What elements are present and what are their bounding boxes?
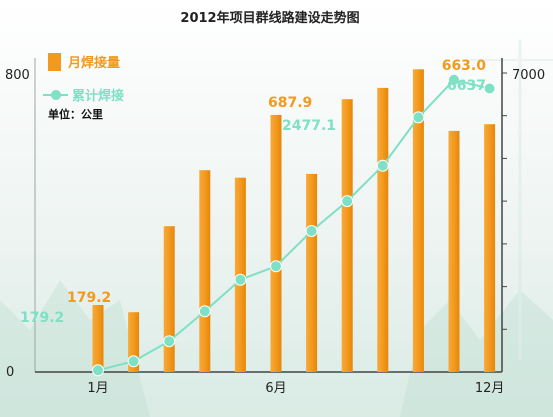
bar-7月 <box>306 173 318 372</box>
line-point-4月 <box>198 305 211 318</box>
cumulative-line <box>97 78 490 372</box>
data-label-cumulative-1月: 179.2 <box>20 310 64 326</box>
bar-4月 <box>199 170 211 372</box>
axis-tick-labels: 800 0 7000 1月 6月 12月 <box>5 68 545 396</box>
x-tick-6月: 6月 <box>265 381 286 396</box>
line-point-8月 <box>341 195 354 208</box>
bar-3月 <box>163 226 175 372</box>
right-tick-7000: 7000 <box>512 68 545 83</box>
bar-1月 <box>92 305 104 372</box>
line-point-1月 <box>92 364 104 377</box>
x-tick-12月: 12月 <box>475 381 505 396</box>
bar-10月 <box>412 69 424 373</box>
bar-12月 <box>484 124 496 372</box>
legend-label-cumulative: 累计焊接 <box>72 88 124 104</box>
data-label-cumulative-6月: 2477.1 <box>282 118 336 134</box>
data-label-cumulative-12月: 6637 <box>447 78 486 94</box>
unit-label: 单位：公里 <box>48 107 103 121</box>
legend-swatch-monthly <box>48 53 61 71</box>
chart-title: 2012年项目群线路建设走势图 <box>180 10 359 26</box>
bar-9月 <box>377 87 389 373</box>
background-silhouette <box>0 40 553 417</box>
bar-2月 <box>128 312 140 372</box>
data-label-monthly-12月: 663.0 <box>442 58 487 74</box>
line-point-2月 <box>127 355 140 368</box>
line-point-11月 <box>448 73 460 86</box>
legend-label-monthly: 月焊接量 <box>67 55 120 71</box>
x-tick-1月: 1月 <box>87 381 108 396</box>
bar-11月 <box>448 130 460 372</box>
data-label-monthly-1月: 179.2 <box>67 290 111 306</box>
left-tick-800: 800 <box>5 68 30 83</box>
line-point-3月 <box>163 335 176 348</box>
legend: 月焊接量 累计焊接 单位：公里 <box>43 53 124 121</box>
data-label-monthly-6月: 687.9 <box>268 95 312 111</box>
line-point-9月 <box>376 159 389 172</box>
left-tick-0: 0 <box>6 365 14 380</box>
bar-6月 <box>270 114 282 373</box>
legend-marker-cumulative <box>51 90 61 100</box>
line-point-7月 <box>305 225 318 237</box>
line-point-6月 <box>270 260 282 273</box>
right-axis-ticks <box>502 72 507 330</box>
line-point-10月 <box>412 111 425 124</box>
line-point-5月 <box>234 273 247 286</box>
line-point-12月 <box>483 82 496 95</box>
bar-8月 <box>341 99 353 372</box>
line-series <box>92 73 496 377</box>
